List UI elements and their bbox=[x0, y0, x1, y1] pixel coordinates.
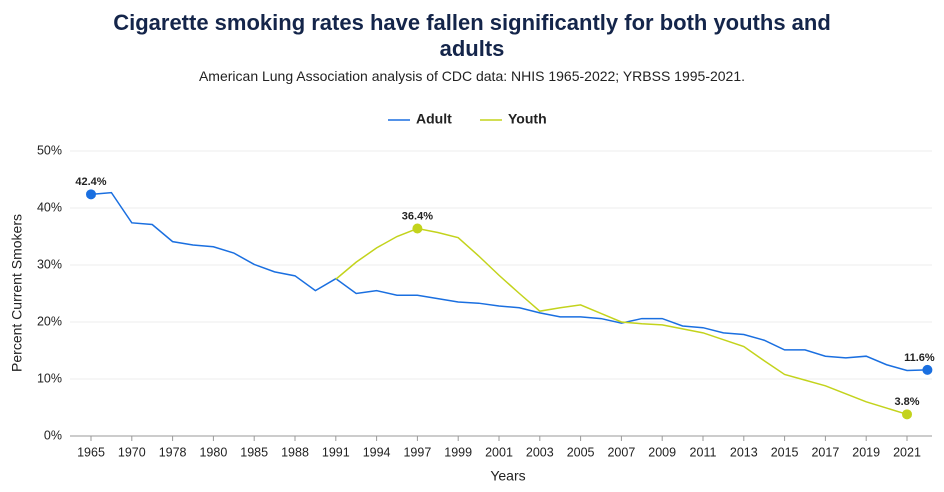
y-tick-label: 30% bbox=[37, 257, 62, 271]
line bbox=[90, 191, 928, 372]
chart-subtitle: American Lung Association analysis of CD… bbox=[198, 68, 746, 84]
x-tick-label: 2005 bbox=[567, 445, 595, 459]
x-tick-label: 1988 bbox=[281, 445, 309, 459]
data-label: 11.6% bbox=[904, 352, 935, 364]
x-tick-label: 2007 bbox=[607, 445, 635, 459]
chart-title: Cigarette smoking rates have fallen sign… bbox=[113, 10, 831, 61]
legend-label: Youth bbox=[508, 111, 547, 127]
x-tick-label: 1980 bbox=[199, 445, 227, 459]
x-tick-label: 1985 bbox=[240, 445, 268, 459]
x-tick-label: 2003 bbox=[526, 445, 554, 459]
y-tick-label: 50% bbox=[37, 143, 62, 157]
y-axis-title: Percent Current Smokers bbox=[9, 214, 25, 372]
point bbox=[922, 364, 933, 375]
x-tick-label: 1994 bbox=[363, 445, 391, 459]
x-tick-label: 2015 bbox=[771, 445, 799, 459]
point bbox=[902, 409, 912, 420]
point bbox=[86, 189, 96, 200]
x-tick-label: 2011 bbox=[690, 445, 717, 459]
y-tick-label: 10% bbox=[37, 371, 62, 385]
x-tick-label: 1978 bbox=[159, 445, 187, 459]
data-label: 3.8% bbox=[894, 396, 919, 408]
x-tick-label: 2021 bbox=[893, 445, 921, 459]
x-tick-label: 1970 bbox=[118, 445, 146, 459]
x-tick-label: 2001 bbox=[485, 445, 513, 459]
data-label: 36.4% bbox=[402, 210, 433, 222]
x-tick-label: 2017 bbox=[811, 445, 839, 459]
data-label: 42.4% bbox=[75, 176, 106, 188]
x-tick-label: 2019 bbox=[852, 445, 880, 459]
x-tick-label: 2009 bbox=[648, 445, 676, 459]
y-tick-label: 40% bbox=[37, 200, 62, 214]
line bbox=[335, 227, 908, 416]
x-tick-label: 2013 bbox=[730, 445, 758, 459]
x-tick-label: 1997 bbox=[403, 445, 431, 459]
x-tick-label: 1999 bbox=[444, 445, 472, 459]
y-tick-label: 0% bbox=[44, 428, 62, 442]
x-tick-label: 1991 bbox=[322, 445, 350, 459]
x-axis-title: Years bbox=[490, 468, 525, 484]
point bbox=[412, 223, 423, 234]
legend-label: Adult bbox=[416, 111, 452, 127]
x-tick-label: 1965 bbox=[77, 445, 105, 459]
y-tick-label: 20% bbox=[37, 314, 62, 328]
